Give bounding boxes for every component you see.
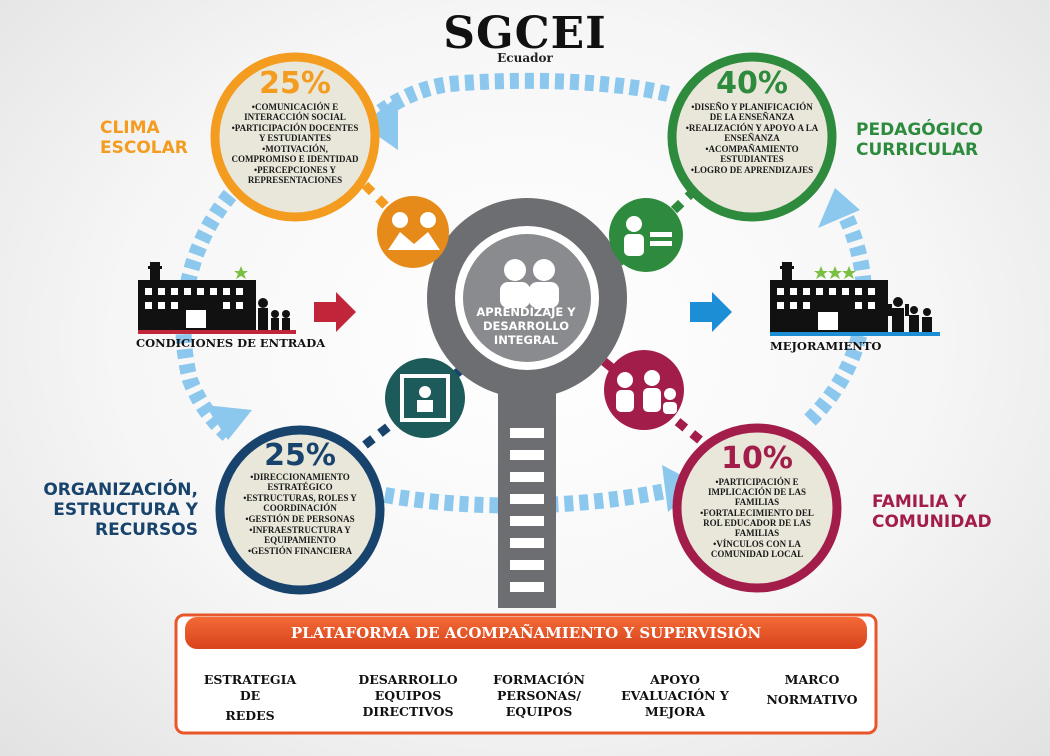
platform-item-line: APOYO bbox=[650, 672, 700, 687]
item-organizacion: •ESTRUCTURAS, ROLES Y COORDINACIÓN bbox=[243, 493, 357, 513]
circle-familia bbox=[672, 423, 842, 593]
item-clima: •MOTIVACIÓN, COMPROMISO E IDENTIDAD bbox=[231, 144, 359, 164]
teacher-icon bbox=[609, 198, 683, 272]
platform-box bbox=[174, 613, 878, 735]
circle-clima-content: 25% •COMUNICACIÓN E INTERACCIÓN SOCIAL •… bbox=[230, 68, 360, 218]
platform-item-evaluacion: APOYO EVALUACIÓN Y MEJORA bbox=[614, 672, 736, 720]
center-label: APRENDIZAJE Y DESARROLLO INTEGRAL bbox=[476, 305, 576, 347]
item-familia: •VÍNCULOS CON LA COMUNIDAD LOCAL bbox=[710, 539, 804, 559]
item-pedagogico: •LOGRO DE APRENDIZAJES bbox=[690, 165, 814, 175]
platform-item-formacion: FORMACIÓN PERSONAS/ EQUIPOS bbox=[484, 672, 594, 720]
label-pedagogico: PEDAGÓGICO CURRICULAR bbox=[856, 120, 1016, 160]
item-organizacion: •GESTIÓN FINANCIERA bbox=[248, 546, 352, 556]
percent-familia: 10% bbox=[721, 441, 793, 476]
handshake-icon bbox=[377, 196, 449, 268]
page-subtitle: Ecuador bbox=[497, 51, 553, 65]
label-familia: FAMILIA Y COMUNIDAD bbox=[872, 492, 1032, 532]
label-clima: CLIMA ESCOLAR bbox=[100, 118, 210, 158]
ring-arrowhead-top bbox=[362, 96, 398, 150]
label-organizacion-line1: ORGANIZACIÓN, bbox=[43, 480, 198, 500]
platform-item-line: MARCO bbox=[784, 672, 840, 687]
label-clima-line2: ESCOLAR bbox=[100, 138, 188, 158]
platform-item-directivos: DESARROLLO EQUIPOS DIRECTIVOS bbox=[352, 672, 464, 720]
item-clima: •PARTICIPACIÓN DOCENTES Y ESTUDIANTES bbox=[231, 123, 359, 143]
percent-organizacion: 25% bbox=[264, 438, 336, 473]
platform-item-line: DESARROLLO bbox=[358, 672, 458, 687]
platform-item-line: ESTRATEGIA DE bbox=[203, 672, 297, 703]
platform-item-line: PERSONAS/ bbox=[497, 688, 581, 703]
ring-arrowhead-right bbox=[818, 188, 860, 228]
label-clima-line1: CLIMA bbox=[100, 118, 160, 138]
family-icon bbox=[604, 350, 684, 430]
circle-pedagogico-content: 40% •DISEÑO Y PLANIFICACIÓN DE LA ENSEÑA… bbox=[685, 68, 819, 218]
label-familia-line1: FAMILIA Y bbox=[872, 492, 967, 512]
label-organizacion-line3: RECURSOS bbox=[94, 520, 198, 540]
magnifier-handle bbox=[498, 380, 556, 608]
platform-item-line: MEJORA bbox=[644, 704, 706, 719]
platform-item-line: NORMATIVO bbox=[766, 692, 858, 707]
label-organizacion: ORGANIZACIÓN, ESTRUCTURA Y RECURSOS bbox=[30, 480, 198, 540]
circle-clima bbox=[210, 52, 380, 222]
children-icon bbox=[500, 259, 559, 308]
circle-familia-content: 10% •PARTICIPACIÓN E IMPLICACIÓN DE LAS … bbox=[690, 443, 824, 583]
item-familia: •PARTICIPACIÓN E IMPLICACIÓN DE LAS FAMI… bbox=[707, 477, 806, 507]
items-organizacion: •DIRECCIONAMIENTO ESTRATÉGICO •ESTRUCTUR… bbox=[236, 472, 364, 557]
platform-item-line: EQUIPOS bbox=[374, 688, 442, 703]
items-familia: •PARTICIPACIÓN E IMPLICACIÓN DE LAS FAMI… bbox=[690, 477, 824, 560]
platform-item-line: EQUIPOS bbox=[505, 704, 573, 719]
item-pedagogico: •REALIZACIÓN Y APOYO A LA ENSEÑANZA bbox=[685, 123, 819, 143]
item-pedagogico: •ACOMPAÑAMIENTO ESTUDIANTES bbox=[705, 144, 799, 164]
item-clima: •PERCEPCIONES Y REPRESENTACIONES bbox=[247, 165, 343, 185]
circle-organizacion bbox=[215, 425, 385, 595]
arrow-right-red bbox=[314, 292, 356, 332]
item-familia: •FORTALECIMIENTO DEL ROL EDUCADOR DE LAS… bbox=[700, 508, 814, 538]
label-pedagogico-line2: CURRICULAR bbox=[856, 140, 979, 160]
page-title: SGCEI bbox=[443, 8, 607, 59]
item-clima: •COMUNICACIÓN E INTERACCIÓN SOCIAL bbox=[244, 102, 346, 122]
item-organizacion: •INFRAESTRUCTURA Y EQUIPAMIENTO bbox=[249, 525, 351, 545]
school-building-right-icon bbox=[770, 262, 940, 336]
label-pedagogico-line1: PEDAGÓGICO bbox=[856, 120, 983, 140]
circle-organizacion-content: 25% •DIRECCIONAMIENTO ESTRATÉGICO •ESTRU… bbox=[236, 440, 364, 590]
item-organizacion: •DIRECCIONAMIENTO ESTRATÉGICO bbox=[250, 472, 350, 492]
platform-title: PLATAFORMA DE ACOMPAÑAMIENTO Y SUPERVISI… bbox=[290, 624, 762, 642]
item-organizacion: •GESTIÓN DE PERSONAS bbox=[245, 514, 355, 524]
organization-icon bbox=[385, 358, 465, 438]
platform-item-normativo: MARCO NORMATIVO bbox=[762, 672, 862, 708]
caption-mejoramiento: MEJORAMIENTO bbox=[770, 339, 882, 353]
circle-pedagogico bbox=[667, 52, 837, 222]
arrow-right-blue bbox=[690, 292, 732, 332]
label-familia-line2: COMUNIDAD bbox=[872, 512, 992, 532]
platform-item-line: EVALUACIÓN Y bbox=[621, 688, 729, 703]
label-organizacion-line2: ESTRUCTURA Y bbox=[53, 500, 198, 520]
item-pedagogico: •DISEÑO Y PLANIFICACIÓN DE LA ENSEÑANZA bbox=[691, 102, 813, 122]
school-building-left-icon bbox=[138, 262, 296, 334]
platform-item-line: REDES bbox=[225, 708, 275, 723]
percent-clima: 25% bbox=[259, 66, 331, 101]
items-clima: •COMUNICACIÓN E INTERACCIÓN SOCIAL •PART… bbox=[230, 102, 360, 186]
platform-item-line: FORMACIÓN bbox=[493, 672, 585, 687]
percent-pedagogico: 40% bbox=[716, 66, 788, 101]
caption-condiciones-entrada: CONDICIONES DE ENTRADA bbox=[136, 336, 326, 350]
platform-item-redes: ESTRATEGIA DE REDES bbox=[198, 672, 302, 724]
items-pedagogico: •DISEÑO Y PLANIFICACIÓN DE LA ENSEÑANZA … bbox=[685, 102, 819, 176]
platform-item-line: DIRECTIVOS bbox=[362, 704, 454, 719]
ring-arrowhead-left bbox=[205, 405, 252, 440]
